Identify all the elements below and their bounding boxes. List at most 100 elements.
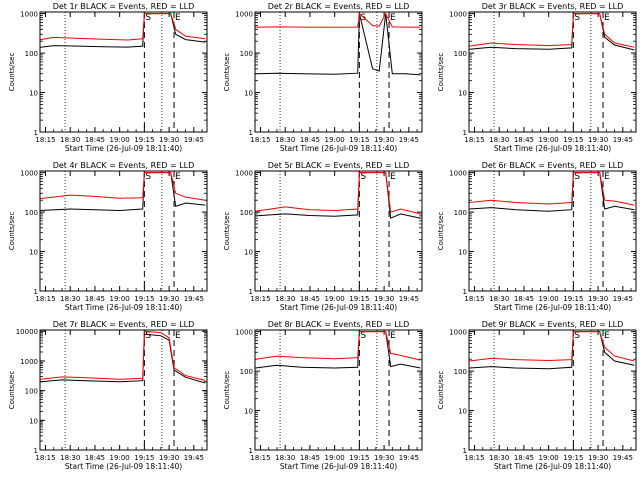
x-tick-label: 18:45 <box>514 454 534 462</box>
x-tick-label: 18:15 <box>35 136 55 144</box>
series-lld <box>469 331 635 362</box>
plot-frame <box>254 11 423 133</box>
x-tick-label: 19:45 <box>184 136 204 144</box>
panel-7: Det 7r BLACK = Events, RED = LLD 1 10 100 10… <box>8 320 208 471</box>
marker-label-E: E <box>390 331 396 341</box>
y-tick-label: 10 <box>29 417 38 425</box>
x-axis-label: Start Time (26-Jul-09 18:11:40) <box>494 303 611 312</box>
x-tick-label: 19:00 <box>539 454 559 462</box>
series-lld <box>40 172 206 201</box>
y-tick-label: 100 <box>25 209 38 217</box>
y-tick-label: 100 <box>454 50 467 58</box>
x-tick-label: 19:15 <box>134 136 154 144</box>
series-lld <box>255 331 421 361</box>
x-tick-label: 18:45 <box>514 295 534 303</box>
y-axis-label: Counts/sec <box>223 53 231 92</box>
y-tick-label: 10 <box>458 408 467 416</box>
x-tick-label: 19:00 <box>539 136 559 144</box>
x-axis-label: Start Time (26-Jul-09 18:11:40) <box>65 462 182 471</box>
series-lld <box>40 13 206 41</box>
x-tick-label: 18:30 <box>60 295 80 303</box>
panel-title: Det 9r BLACK = Events, RED = LLD <box>482 320 624 329</box>
y-tick-label: 1000 <box>235 11 253 19</box>
x-tick-label: 18:30 <box>275 136 295 144</box>
x-tick-label: 18:45 <box>300 136 320 144</box>
marker-label-E: E <box>604 172 610 182</box>
series-lld <box>40 330 206 381</box>
x-tick-label: 19:45 <box>399 136 419 144</box>
x-tick-label: 18:30 <box>275 295 295 303</box>
y-axis-label: Counts/sec <box>223 212 231 251</box>
marker-label-E: E <box>175 172 181 182</box>
x-tick-label: 19:45 <box>613 295 633 303</box>
x-tick-label: 18:45 <box>85 454 105 462</box>
x-tick-label: 18:15 <box>35 454 55 462</box>
x-tick-label: 18:15 <box>464 454 484 462</box>
y-tick-label: 100 <box>25 388 38 396</box>
x-tick-label: 19:15 <box>134 454 154 462</box>
x-tick-label: 19:00 <box>325 295 345 303</box>
x-axis-label: Start Time (26-Jul-09 18:11:40) <box>280 462 397 471</box>
x-tick-label: 18:30 <box>60 136 80 144</box>
y-tick-label: 10 <box>458 90 467 98</box>
plot-frame <box>468 170 637 292</box>
plot-frame <box>254 170 423 292</box>
marker-label-E: E <box>604 13 610 23</box>
x-tick-label: 19:15 <box>563 136 583 144</box>
x-tick-label: 18:15 <box>250 454 270 462</box>
panel-title: Det 6r BLACK = Events, RED = LLD <box>482 161 624 170</box>
plot-frame <box>39 11 208 133</box>
x-axis-label: Start Time (26-Jul-09 18:11:40) <box>65 144 182 153</box>
x-tick-label: 19:45 <box>399 295 419 303</box>
panel-9: Det 9r BLACK = Events, RED = LLD 1 10 100 10… <box>437 320 637 471</box>
marker-label-S: S <box>145 331 151 341</box>
y-tick-label: 1 <box>34 288 38 296</box>
panel-1: Det 1r BLACK = Events, RED = LLD 1 10 100 10… <box>8 2 208 153</box>
x-axis-label: Start Time (26-Jul-09 18:11:40) <box>65 303 182 312</box>
y-tick-label: 1000 <box>235 329 253 337</box>
y-axis-label: Counts/sec <box>437 53 445 92</box>
x-tick-label: 19:30 <box>374 136 394 144</box>
y-tick-label: 1 <box>34 447 38 455</box>
panel-5: Det 5r BLACK = Events, RED = LLD 1 10 100 10… <box>223 161 423 312</box>
y-tick-label: 100 <box>240 368 253 376</box>
y-axis-label: Counts/sec <box>8 371 16 410</box>
panel-title: Det 7r BLACK = Events, RED = LLD <box>53 320 195 329</box>
x-tick-label: 18:15 <box>35 295 55 303</box>
y-tick-label: 10 <box>29 90 38 98</box>
x-tick-label: 18:15 <box>250 295 270 303</box>
y-tick-label: 1000 <box>449 329 467 337</box>
x-tick-label: 18:15 <box>250 136 270 144</box>
y-tick-label: 1 <box>249 288 253 296</box>
y-axis-label: Counts/sec <box>437 371 445 410</box>
x-tick-label: 19:30 <box>374 454 394 462</box>
plot-frame <box>39 329 208 451</box>
x-tick-label: 19:15 <box>563 295 583 303</box>
y-tick-label: 100 <box>240 209 253 217</box>
y-axis-label: Counts/sec <box>437 212 445 251</box>
y-tick-label: 10000 <box>16 328 38 336</box>
x-tick-label: 19:00 <box>539 295 559 303</box>
y-tick-label: 10 <box>458 249 467 257</box>
series-lld <box>255 12 421 28</box>
x-tick-label: 18:30 <box>489 295 509 303</box>
x-tick-label: 19:00 <box>110 136 130 144</box>
x-tick-label: 19:30 <box>374 295 394 303</box>
panel-title: Det 5r BLACK = Events, RED = LLD <box>268 161 410 170</box>
series-lld <box>469 13 635 48</box>
series-events <box>40 13 206 48</box>
x-tick-label: 18:30 <box>275 454 295 462</box>
panel-title: Det 4r BLACK = Events, RED = LLD <box>53 161 195 170</box>
panel-4: Det 4r BLACK = Events, RED = LLD 1 10 100 10… <box>8 161 208 312</box>
marker-label-S: S <box>145 13 151 23</box>
y-tick-label: 100 <box>454 209 467 217</box>
y-tick-label: 1 <box>34 129 38 137</box>
x-tick-label: 19:30 <box>159 295 179 303</box>
y-tick-label: 1000 <box>20 11 38 19</box>
y-tick-label: 1 <box>463 447 467 455</box>
x-tick-label: 19:45 <box>184 295 204 303</box>
x-tick-label: 19:30 <box>588 454 608 462</box>
marker-label-S: S <box>360 172 366 182</box>
panel-title: Det 2r BLACK = Events, RED = LLD <box>268 2 410 11</box>
x-tick-label: 18:15 <box>464 295 484 303</box>
